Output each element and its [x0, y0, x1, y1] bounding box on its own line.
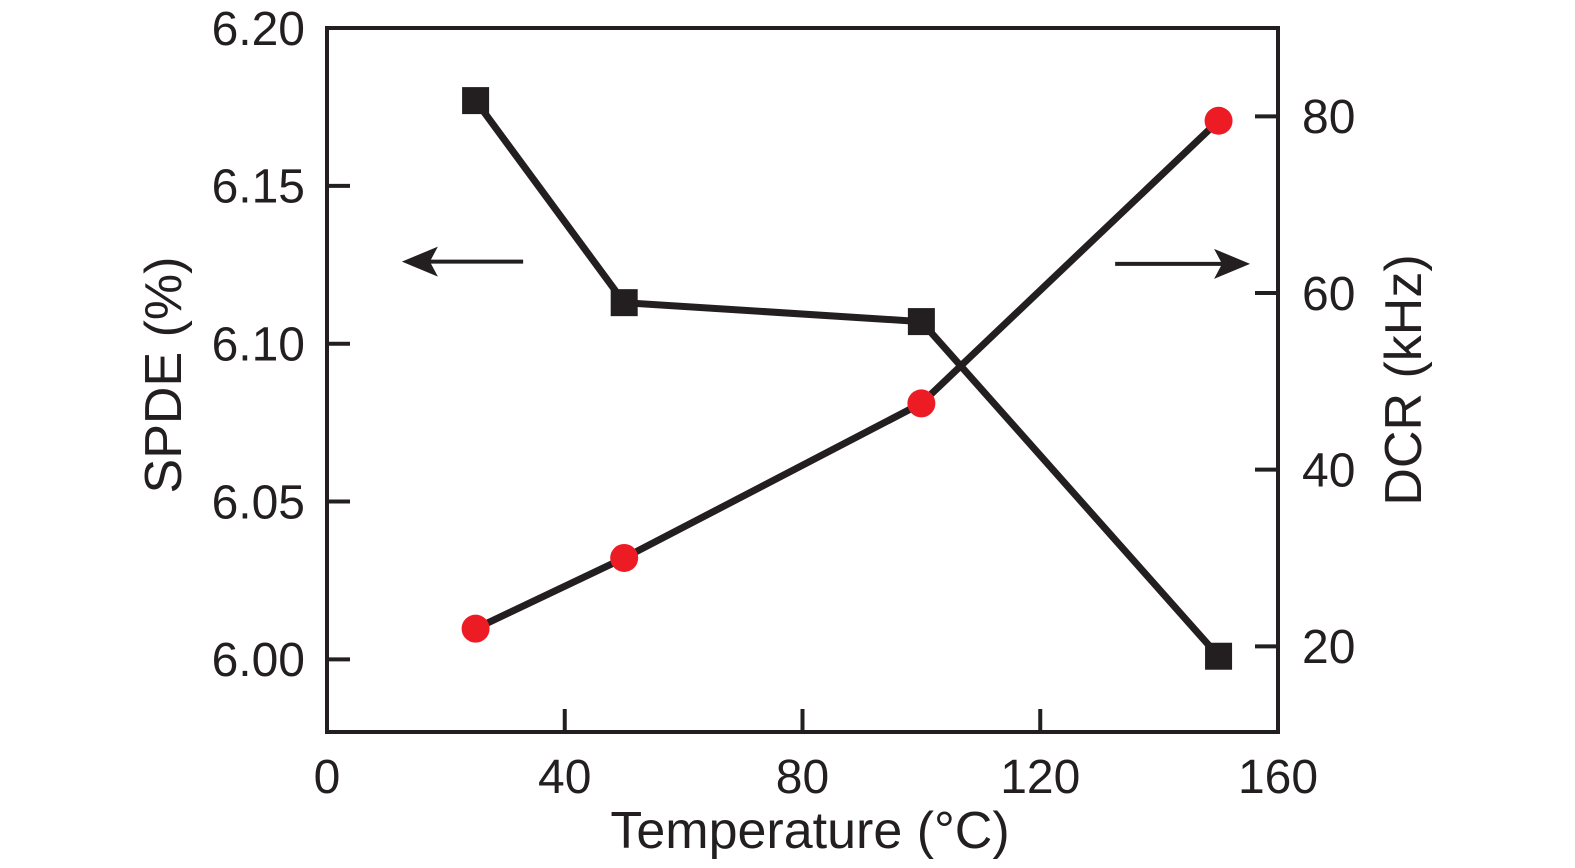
y-left-tick-label: 6.00	[212, 634, 305, 687]
spde-marker-square	[610, 289, 638, 317]
axis-ticks	[325, 26, 1280, 732]
y-left-axis-title: SPDE (%)	[135, 257, 193, 494]
y-left-tick-label: 6.20	[212, 3, 305, 56]
y-left-tick-label: 6.15	[212, 161, 305, 214]
y-right-tick-label: 40	[1302, 444, 1355, 497]
spde-marker-square	[1205, 642, 1233, 670]
spde-marker-square	[907, 308, 935, 336]
y-right-tick-label: 20	[1302, 621, 1355, 674]
left-axis-arrow-head	[401, 246, 438, 277]
dcr-line	[474, 118, 1221, 632]
dcr-marker-circle	[461, 614, 490, 643]
y-right-axis-title: DCR (kHz)	[1375, 254, 1433, 505]
right-axis-arrow-head	[1214, 248, 1251, 279]
axis-pointer-arrows	[401, 246, 1251, 279]
x-tick-label: 80	[776, 751, 829, 804]
y-left-tick-label: 6.10	[212, 318, 305, 371]
x-tick-label: 160	[1238, 751, 1318, 804]
axis-tick-labels: 0 40 80 120 160 6.00 6.05 6.10 6.15 6.20 20 40 60 80	[212, 3, 1356, 804]
x-axis-title: Temperature (°C)	[610, 802, 1009, 860]
y-right-tick-label: 60	[1302, 268, 1355, 321]
spde-marker-square	[462, 87, 490, 115]
dcr-marker-circle	[907, 389, 936, 418]
x-tick-label: 120	[1000, 751, 1080, 804]
dcr-marker-circle	[610, 543, 639, 572]
dcr-marker-circle	[1204, 106, 1233, 135]
x-tick-label: 40	[538, 751, 591, 804]
spde-line	[472, 98, 1222, 659]
x-tick-label: 0	[314, 751, 341, 804]
y-right-tick-label: 80	[1302, 91, 1355, 144]
data-series	[461, 87, 1233, 670]
y-left-tick-label: 6.05	[212, 476, 305, 529]
